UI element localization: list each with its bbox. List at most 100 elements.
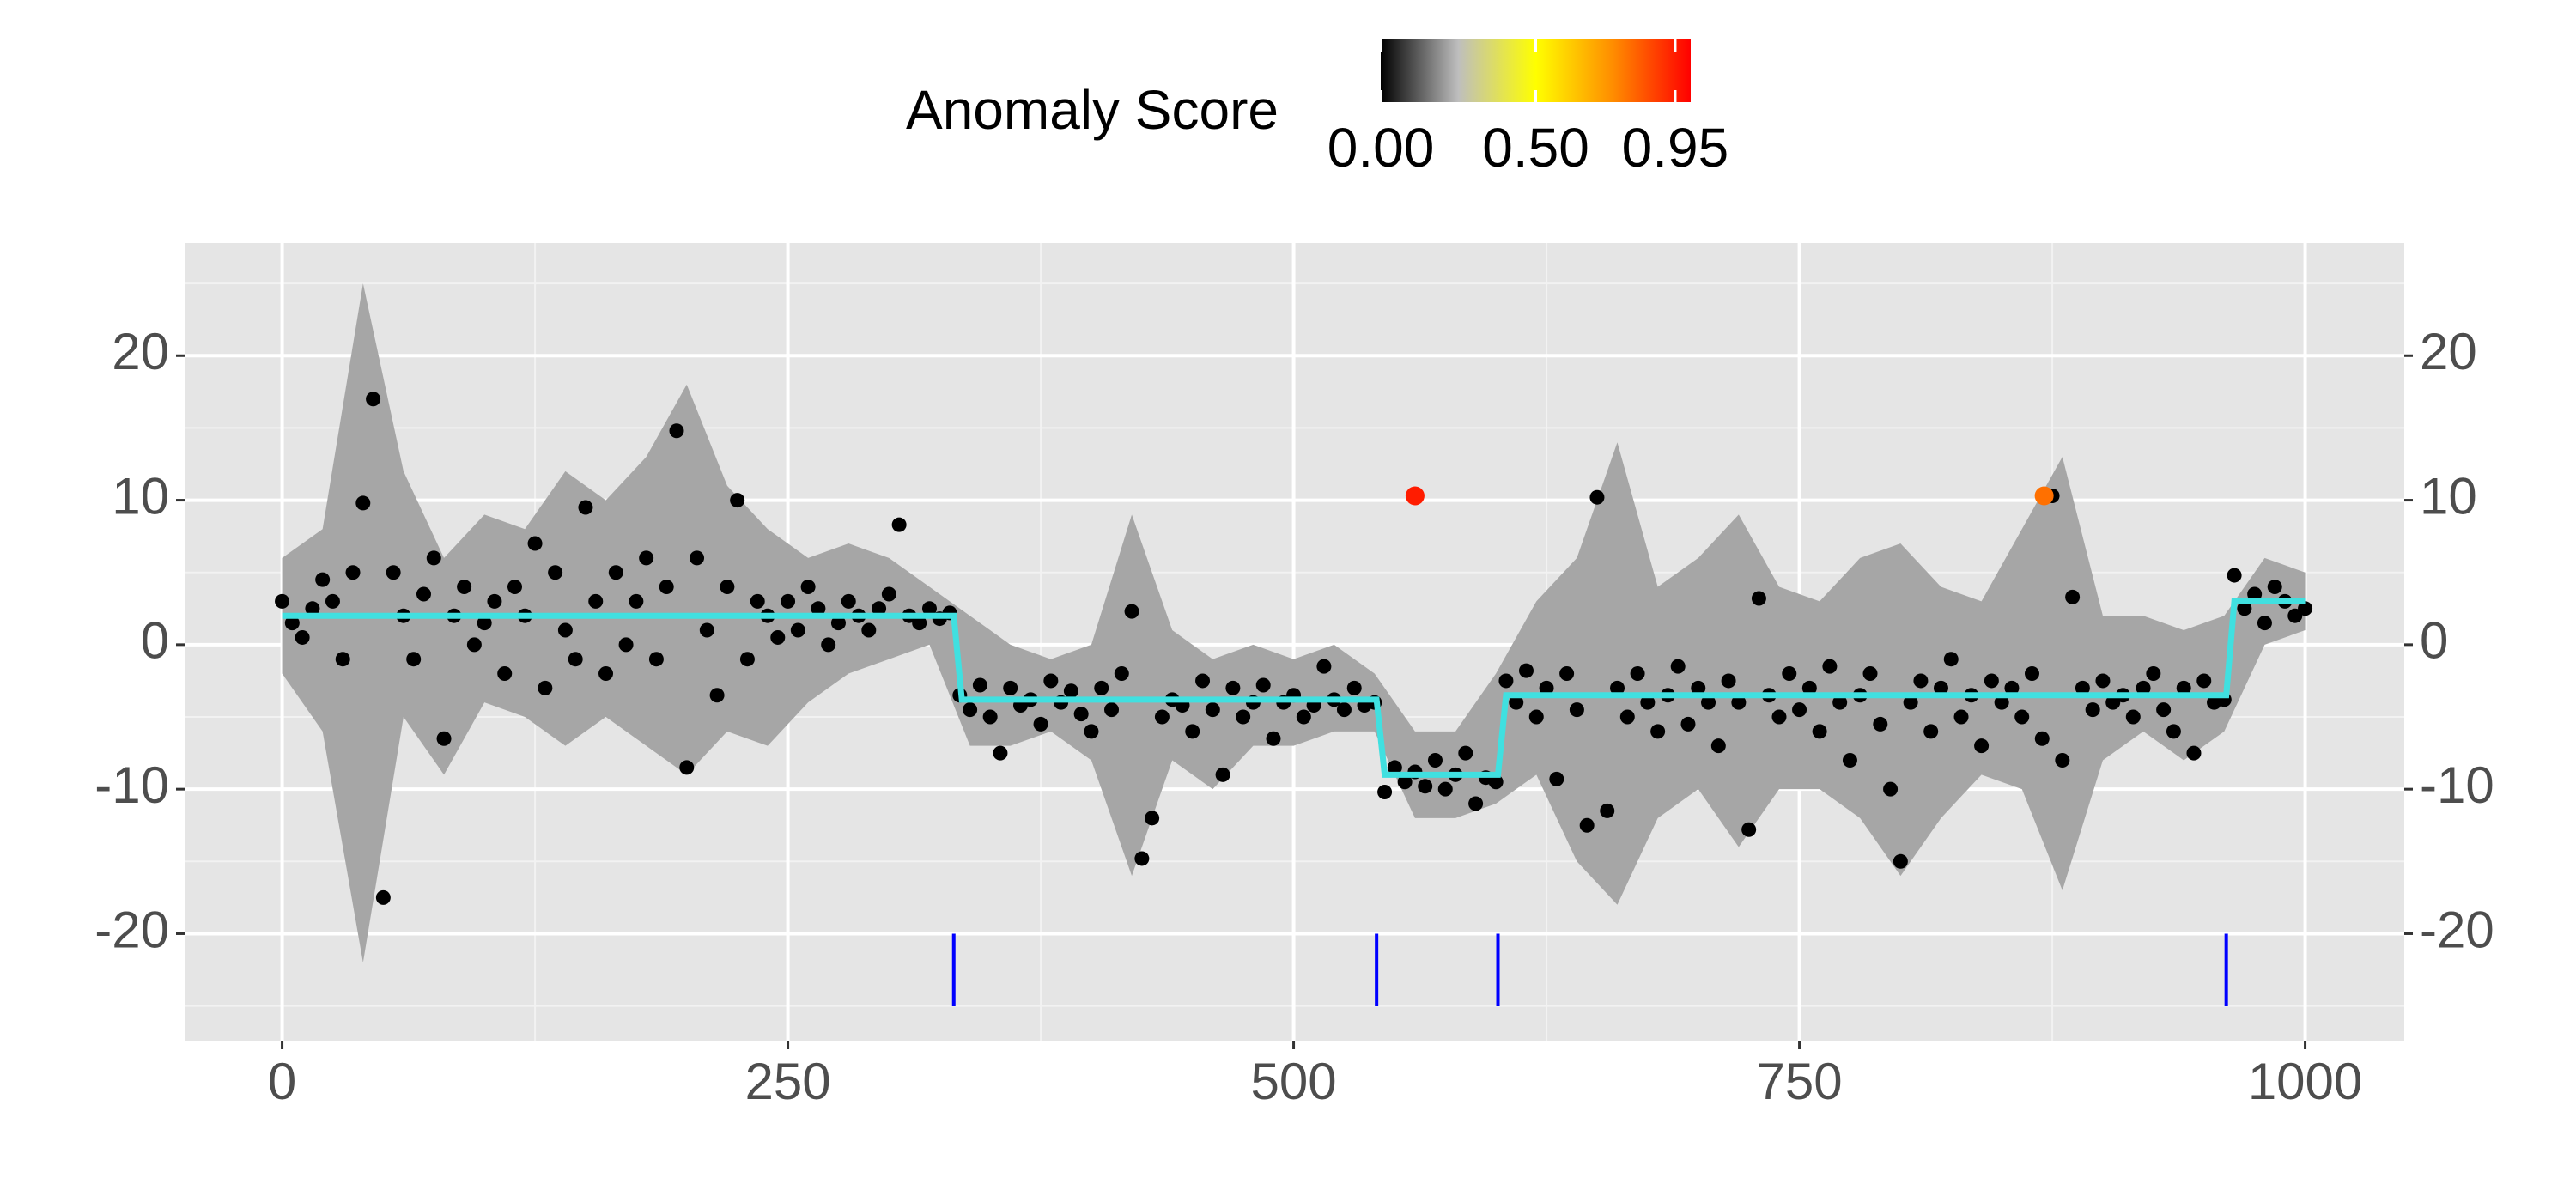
data-point bbox=[781, 593, 796, 609]
data-point bbox=[669, 423, 684, 439]
data-point bbox=[426, 550, 441, 566]
data-point bbox=[1822, 659, 1838, 674]
data-point bbox=[1488, 774, 1504, 790]
data-point bbox=[2257, 616, 2272, 631]
data-point bbox=[2237, 601, 2252, 616]
anomaly-point bbox=[2034, 486, 2054, 506]
data-point bbox=[1073, 707, 1089, 722]
data-point bbox=[1640, 695, 1656, 710]
data-point bbox=[1539, 680, 1554, 695]
data-point bbox=[2247, 586, 2263, 602]
data-point bbox=[993, 745, 1008, 761]
data-point bbox=[1346, 680, 1362, 695]
data-point bbox=[375, 889, 391, 905]
data-point bbox=[295, 629, 310, 645]
data-point bbox=[639, 550, 654, 566]
data-point bbox=[1873, 716, 1888, 732]
data-point bbox=[1185, 724, 1200, 739]
data-point bbox=[1377, 785, 1393, 800]
y-tick-label: 0 bbox=[141, 612, 169, 670]
data-point bbox=[1134, 851, 1150, 866]
data-point bbox=[1397, 774, 1413, 790]
data-point bbox=[1630, 666, 1645, 682]
x-tick-label: 750 bbox=[1757, 1053, 1843, 1110]
data-point bbox=[2065, 589, 2081, 604]
data-point bbox=[1680, 716, 1696, 732]
data-point bbox=[1114, 666, 1129, 682]
data-point bbox=[1943, 652, 1959, 667]
data-point bbox=[2267, 580, 2282, 595]
data-point bbox=[1043, 673, 1059, 689]
data-point bbox=[1782, 666, 1797, 682]
data-point bbox=[355, 495, 371, 511]
data-point bbox=[2196, 673, 2212, 689]
x-tick-label: 250 bbox=[745, 1053, 831, 1110]
data-point bbox=[770, 629, 786, 645]
data-point bbox=[1832, 695, 1848, 710]
data-point bbox=[1063, 683, 1078, 699]
y-tick-label: 10 bbox=[112, 467, 169, 525]
data-point bbox=[1498, 673, 1514, 689]
data-point bbox=[1589, 489, 1605, 505]
data-point bbox=[629, 593, 644, 609]
data-point bbox=[891, 517, 907, 532]
data-point bbox=[1801, 680, 1817, 695]
x-tick-label: 0 bbox=[268, 1053, 296, 1110]
data-point bbox=[1751, 591, 1766, 606]
data-point bbox=[466, 637, 482, 653]
data-point bbox=[1569, 702, 1584, 718]
mean-line bbox=[282, 598, 2306, 778]
data-point bbox=[1528, 709, 1544, 725]
data-point bbox=[1812, 724, 1827, 739]
anomaly-point bbox=[1405, 486, 1425, 506]
data-point bbox=[1731, 695, 1747, 710]
data-point bbox=[1670, 659, 1686, 674]
data-point bbox=[305, 601, 320, 616]
data-point bbox=[2105, 695, 2121, 710]
data-point bbox=[1427, 753, 1443, 768]
data-point bbox=[1336, 702, 1352, 718]
data-point bbox=[2298, 601, 2313, 616]
data-point bbox=[1691, 680, 1706, 695]
data-point bbox=[1033, 716, 1048, 732]
data-point bbox=[487, 593, 502, 609]
data-point bbox=[690, 550, 705, 566]
data-point bbox=[1559, 666, 1575, 682]
data-point bbox=[1903, 695, 1918, 710]
data-point bbox=[1124, 604, 1139, 619]
colorbar-tick-label: 0.95 bbox=[1622, 117, 1729, 179]
data-point bbox=[699, 622, 714, 638]
data-point bbox=[1255, 677, 1271, 693]
x-tick-label: 1000 bbox=[2248, 1053, 2362, 1110]
data-point bbox=[527, 536, 543, 551]
data-point bbox=[1883, 781, 1899, 797]
data-point bbox=[284, 616, 300, 631]
data-point bbox=[1296, 709, 1311, 725]
data-point bbox=[325, 593, 340, 609]
data-point bbox=[275, 593, 290, 609]
data-point bbox=[2287, 608, 2303, 623]
x-tick-label: 500 bbox=[1251, 1053, 1337, 1110]
data-point bbox=[2136, 680, 2151, 695]
y-tick-label: -20 bbox=[94, 901, 169, 958]
data-point bbox=[648, 652, 664, 667]
data-point bbox=[2055, 753, 2070, 768]
data-point bbox=[921, 601, 937, 616]
data-point bbox=[1094, 680, 1109, 695]
data-point bbox=[1893, 853, 1908, 869]
data-point bbox=[598, 666, 614, 682]
y-tick-label: -10 bbox=[94, 756, 169, 814]
data-point bbox=[2014, 709, 2030, 725]
data-point bbox=[578, 500, 593, 515]
data-point bbox=[406, 652, 422, 667]
data-point bbox=[1842, 753, 1857, 768]
colorbar-tick-label: 0.50 bbox=[1482, 117, 1589, 179]
data-point bbox=[1236, 709, 1251, 725]
data-point bbox=[800, 580, 816, 595]
colorbar-tick-label: 0.00 bbox=[1327, 117, 1435, 179]
data-point bbox=[1215, 767, 1230, 782]
data-point bbox=[416, 586, 431, 602]
y2-tick-label: 10 bbox=[2420, 467, 2477, 525]
data-point bbox=[659, 580, 674, 595]
